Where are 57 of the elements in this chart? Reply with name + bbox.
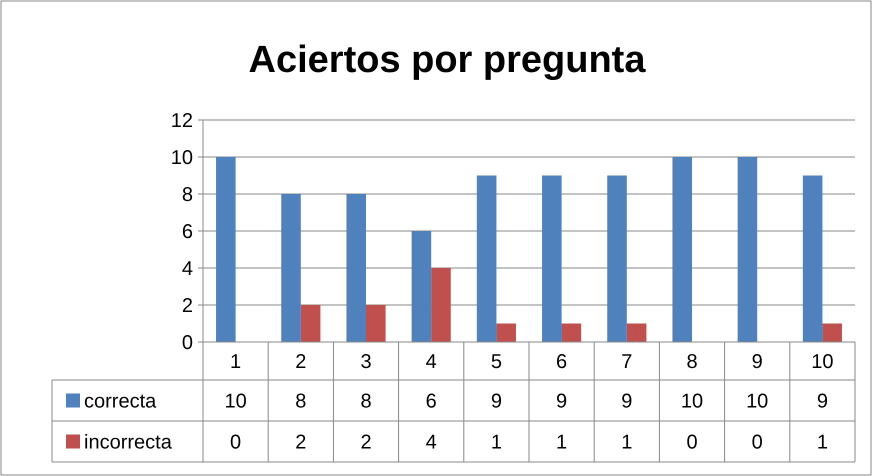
bar [366,305,386,342]
x-tick-label: 1 [230,351,242,373]
data-label: 9 [621,390,632,412]
x-tick-label: 6 [556,351,568,373]
data-label: 1 [621,432,632,454]
data-label: 9 [490,390,502,412]
data-label: 9 [556,390,568,412]
data-label: 8 [360,390,372,412]
legend-label: incorrecta [84,432,173,454]
y-tick-label: 6 [182,221,193,243]
bar [672,157,692,342]
data-label: 4 [426,432,437,454]
data-label: 6 [426,390,437,412]
bar [412,231,432,342]
bar [496,324,516,342]
bar [626,324,646,342]
data-label: 9 [816,390,828,412]
y-tick-label: 2 [182,295,193,317]
bar [802,176,822,342]
y-tick-label: 8 [182,184,193,206]
y-tick-label: 0 [182,332,193,354]
bar [476,176,496,342]
x-tick-label: 8 [686,351,698,373]
data-label: 0 [230,432,242,454]
bar [542,176,562,342]
data-label: 1 [816,432,828,454]
y-tick-label: 12 [170,110,193,132]
x-tick-label: 2 [295,351,306,373]
x-tick-label: 10 [811,351,834,373]
x-tick-label: 4 [426,351,437,373]
bar [738,157,758,342]
data-label: 10 [680,390,704,412]
data-label: 10 [746,390,768,412]
data-label: 1 [490,432,502,454]
y-tick-label: 10 [170,147,193,169]
x-tick-label: 9 [752,351,763,373]
bar [822,324,842,342]
data-label: 2 [360,432,372,454]
bar [562,324,582,342]
x-tick-label: 5 [490,351,502,373]
x-tick-label: 7 [621,351,632,373]
bar [346,194,366,342]
x-tick-label: 3 [360,351,372,373]
bar [216,157,236,342]
data-label: 2 [295,432,306,454]
bar [300,305,320,342]
data-label: 10 [224,390,247,412]
bar [281,194,301,342]
data-label: 0 [686,432,698,454]
data-label: 0 [752,432,763,454]
y-tick-label: 4 [182,258,193,280]
bar [431,268,451,342]
bar [607,176,627,342]
legend-label: correcta [84,390,158,412]
chart-title: Aciertos por pregunta [248,39,646,81]
data-label: 8 [295,390,306,412]
data-label: 1 [556,432,568,454]
